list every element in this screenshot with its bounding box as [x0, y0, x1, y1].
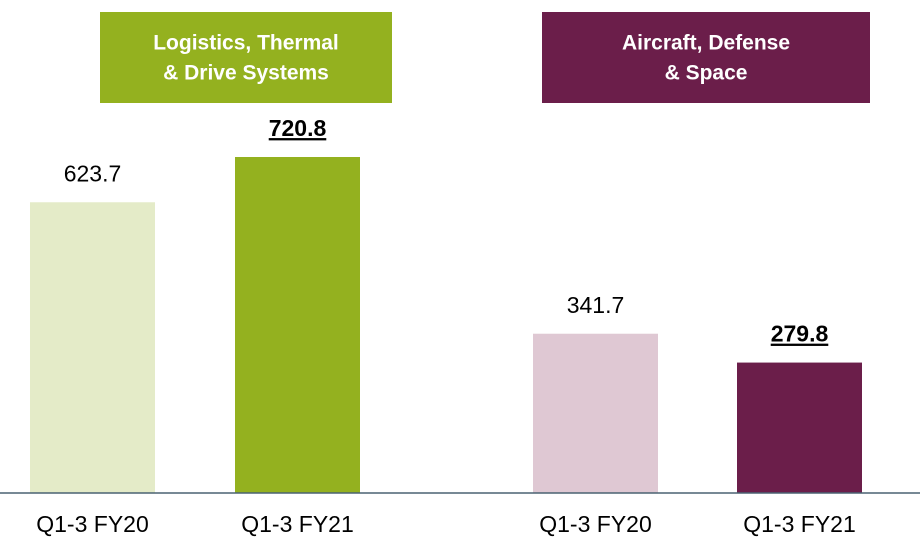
value-label: 279.8 — [771, 321, 829, 347]
x-tick-label: Q1-3 FY20 — [36, 511, 149, 537]
value-label: 341.7 — [567, 292, 625, 318]
value-label: 623.7 — [64, 160, 122, 186]
group-title: & Space — [665, 62, 748, 85]
group-header — [542, 12, 870, 103]
group-title: Logistics, Thermal — [153, 32, 339, 55]
x-tick-label: Q1-3 FY21 — [743, 511, 856, 537]
value-label: 720.8 — [269, 115, 327, 141]
bar — [235, 157, 360, 493]
bar — [533, 333, 658, 493]
x-tick-label: Q1-3 FY20 — [539, 511, 652, 537]
x-tick-label: Q1-3 FY21 — [241, 511, 354, 537]
bar — [30, 202, 155, 493]
group-title: & Drive Systems — [163, 62, 329, 85]
bar — [737, 362, 862, 493]
group-title: Aircraft, Defense — [622, 32, 790, 55]
group-header — [100, 12, 392, 103]
